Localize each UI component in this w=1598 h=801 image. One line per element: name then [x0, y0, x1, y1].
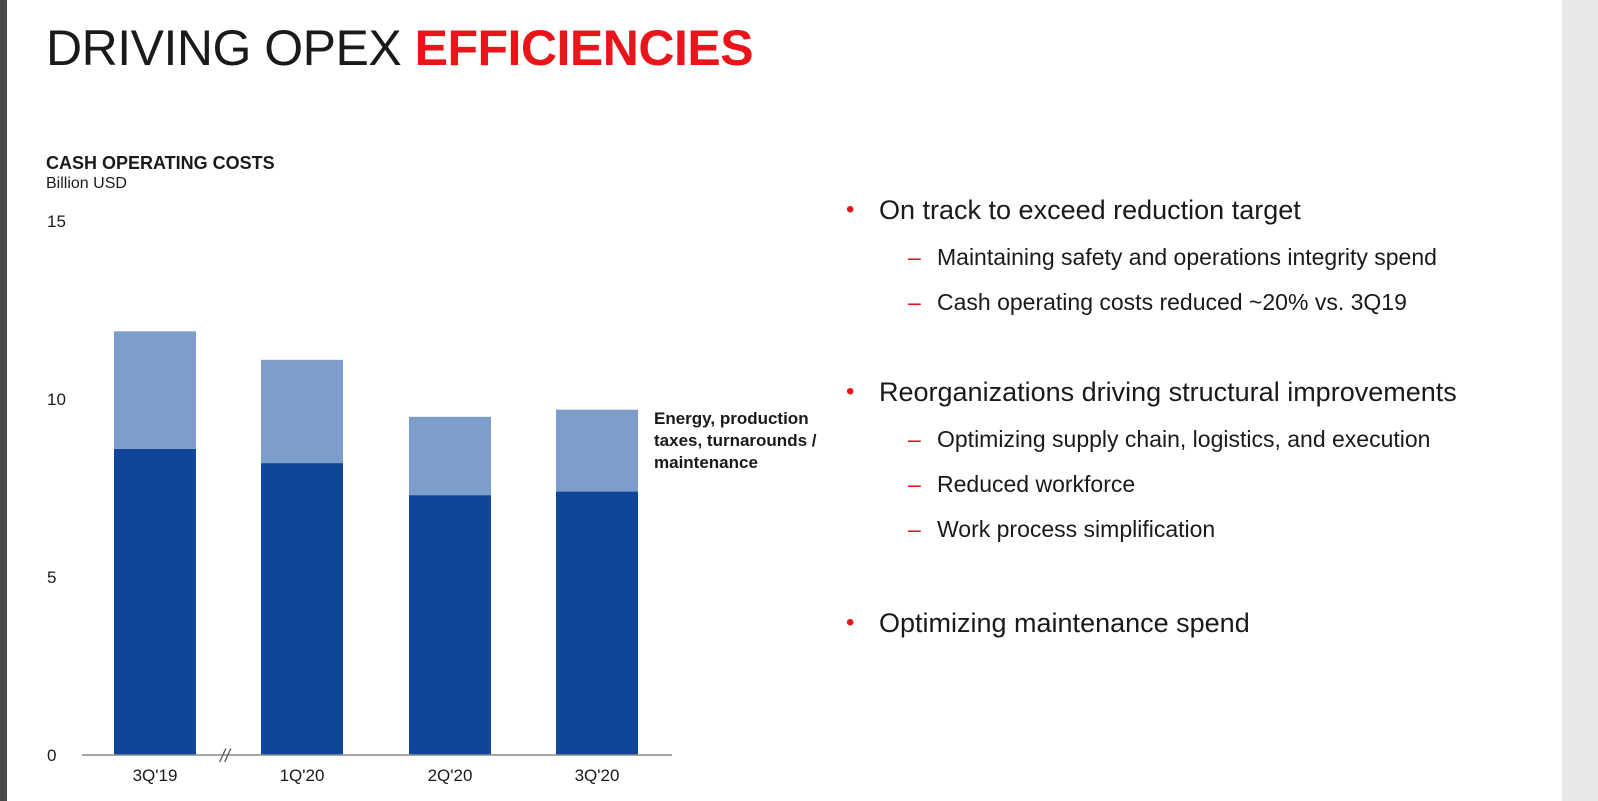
chart-unit: Billion USD: [46, 175, 127, 192]
window-right-edge: [1562, 0, 1598, 801]
dash-icon: –: [908, 244, 921, 270]
bullet-item: • Reorganizations driving structural impr…: [846, 375, 1457, 409]
y-tick-label: 10: [47, 390, 66, 409]
bullet-dot-icon: •: [846, 378, 855, 405]
sub-bullet-item: – Cash operating costs reduced ~20% vs. 3…: [908, 287, 1407, 317]
bullet-dot-icon: •: [846, 196, 855, 223]
bullet-text: Optimizing maintenance spend: [879, 608, 1250, 638]
x-tick-label: 1Q'20: [280, 766, 325, 785]
bullet-text: Reorganizations driving structural impro…: [879, 377, 1457, 407]
x-tick-label: 2Q'20: [428, 766, 473, 785]
slide-title: DRIVING OPEX EFFICIENCIES: [46, 18, 754, 78]
bullet-dot-icon: •: [846, 609, 855, 636]
dash-icon: –: [908, 516, 921, 542]
dash-icon: –: [908, 471, 921, 497]
slide-title-bold: EFFICIENCIES: [414, 20, 754, 76]
sub-bullet-text: Cash operating costs reduced ~20% vs. 3Q…: [937, 289, 1407, 315]
bar-segment-base: [409, 495, 491, 755]
bar-segment-energy: [114, 331, 196, 449]
sub-bullet-item: – Work process simplification: [908, 514, 1215, 544]
bar-segment-base: [261, 463, 343, 755]
sub-bullet-item: – Optimizing supply chain, logistics, and…: [908, 424, 1430, 454]
bar-segment-energy: [409, 416, 491, 496]
bar-segment-energy: [556, 409, 638, 492]
y-tick-label: 0: [47, 746, 56, 765]
dash-icon: –: [908, 426, 921, 452]
chart-title: CASH OPERATING COSTS: [46, 153, 275, 173]
y-tick-label: 15: [47, 212, 66, 231]
sub-bullet-text: Work process simplification: [937, 516, 1216, 542]
bar-segment-base: [556, 491, 638, 755]
sub-bullet-text: Reduced workforce: [937, 471, 1136, 497]
dash-icon: –: [908, 289, 921, 315]
slide-title-light: DRIVING OPEX: [46, 20, 402, 76]
bullet-text: On track to exceed reduction target: [879, 195, 1301, 225]
sub-bullet-text: Maintaining safety and operations integr…: [937, 244, 1437, 270]
axis-break-mark: //: [218, 746, 232, 766]
x-tick-label: 3Q'19: [133, 766, 178, 785]
legend-label: Energy, production taxes, turnarounds / …: [654, 409, 817, 472]
y-tick-label: 5: [47, 568, 56, 587]
bar-chart: 0 5 10 15 // 3Q'19 1Q'20 2Q'20 3Q'20: [47, 212, 672, 785]
window-left-edge: [0, 0, 7, 801]
bullet-item: • Optimizing maintenance spend: [846, 606, 1250, 640]
sub-bullet-item: – Maintaining safety and operations integ…: [908, 242, 1437, 272]
sub-bullet-item: – Reduced workforce: [908, 469, 1135, 499]
x-tick-label: 3Q'20: [575, 766, 620, 785]
bullet-item: • On track to exceed reduction target: [846, 193, 1301, 227]
sub-bullet-text: Optimizing supply chain, logistics, and …: [937, 426, 1431, 452]
bar-segment-base: [114, 448, 196, 755]
bar-segment-energy: [261, 359, 343, 464]
